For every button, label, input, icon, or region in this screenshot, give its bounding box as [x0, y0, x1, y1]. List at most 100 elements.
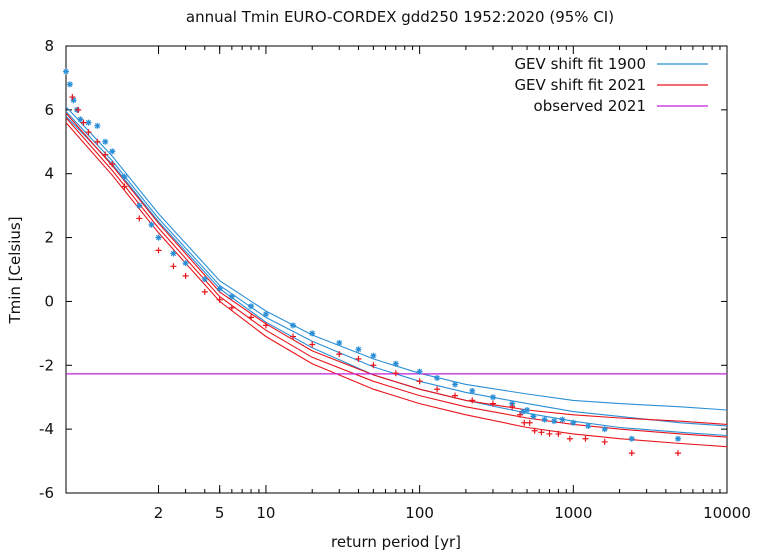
point-2021: [248, 314, 255, 321]
point-2021: [675, 450, 682, 457]
point-1900: [355, 346, 362, 353]
x-tick-label: 10: [256, 504, 275, 522]
y-tick-label: 8: [44, 37, 54, 55]
point-1900: [66, 81, 73, 88]
point-1900: [509, 400, 516, 407]
point-2021: [201, 288, 208, 295]
point-2021: [521, 419, 528, 426]
point-2021: [509, 403, 516, 410]
point-1900: [85, 119, 92, 126]
point-2021: [80, 119, 87, 126]
point-2021: [309, 341, 316, 348]
point-2021: [531, 427, 538, 434]
point-2021: [75, 106, 82, 113]
point-2021: [216, 296, 223, 303]
point-1900: [675, 435, 682, 442]
point-1900: [102, 138, 109, 145]
point-2021: [526, 419, 533, 426]
point-2021: [566, 435, 573, 442]
point-2021: [582, 435, 589, 442]
chart-title: annual Tmin EURO-CORDEX gdd250 1952:2020…: [186, 8, 614, 26]
point-1900: [370, 352, 377, 359]
fit-line: [65, 112, 728, 425]
point-1900: [70, 97, 77, 104]
point-2021: [228, 304, 235, 311]
x-axis-label: return period [yr]: [331, 533, 461, 551]
point-2021: [601, 438, 608, 445]
point-2021: [69, 94, 76, 101]
point-2021: [136, 215, 143, 222]
point-1900: [201, 276, 208, 283]
point-1900: [170, 250, 177, 257]
point-1900: [524, 406, 531, 413]
point-1900: [182, 260, 189, 267]
fit-line: [65, 106, 728, 411]
legend-label: GEV shift fit 2021: [514, 76, 646, 94]
point-1900: [551, 418, 558, 425]
y-tick-label: 4: [44, 165, 54, 183]
point-2021: [469, 397, 476, 404]
point-2021: [109, 161, 116, 168]
point-2021: [102, 151, 109, 158]
point-1900: [228, 293, 235, 300]
x-tick-label: 5: [215, 504, 225, 522]
point-1900: [336, 339, 343, 346]
point-2021: [555, 430, 562, 437]
point-1900: [121, 173, 128, 180]
point-1900: [570, 419, 577, 426]
point-2021: [392, 370, 399, 377]
point-1900: [416, 368, 423, 375]
x-tick-label: 100: [405, 504, 434, 522]
point-1900: [469, 387, 476, 394]
y-tick-label: 6: [44, 101, 54, 119]
plot-frame: [65, 45, 728, 494]
point-1900: [489, 394, 496, 401]
point-1900: [136, 202, 143, 209]
point-1900: [63, 68, 69, 75]
point-1900: [248, 303, 255, 310]
point-1900: [434, 375, 441, 382]
legend-label: GEV shift fit 1900: [514, 55, 646, 73]
point-2021: [85, 129, 92, 136]
point-1900: [155, 234, 162, 241]
legend-label: observed 2021: [534, 97, 646, 115]
point-1900: [94, 122, 101, 129]
point-1900: [628, 435, 635, 442]
point-2021: [336, 351, 343, 358]
point-1900: [541, 416, 548, 423]
fit-line: [65, 122, 728, 448]
y-tick-label: -2: [39, 356, 54, 374]
point-2021: [628, 450, 635, 457]
fit-line: [65, 115, 728, 437]
point-2021: [546, 430, 553, 437]
point-2021: [370, 362, 377, 369]
point-2021: [489, 400, 496, 407]
x-tick-label: 2: [154, 504, 164, 522]
point-1900: [216, 285, 223, 292]
point-2021: [170, 263, 177, 270]
point-1900: [530, 413, 537, 420]
point-1900: [77, 116, 84, 123]
point-1900: [290, 322, 297, 329]
x-tick-label: 1000: [554, 504, 592, 522]
point-1900: [148, 221, 155, 228]
x-tick-label: 10000: [703, 504, 751, 522]
point-2021: [452, 392, 459, 399]
point-1900: [262, 311, 269, 318]
point-1900: [309, 330, 316, 337]
point-1900: [585, 422, 592, 429]
point-2021: [416, 378, 423, 385]
point-1900: [601, 426, 608, 433]
point-1900: [559, 416, 566, 423]
y-tick-label: -6: [39, 484, 54, 502]
y-axis-label: Tmin [Celsius]: [6, 216, 24, 324]
point-2021: [94, 138, 101, 145]
point-1900: [452, 381, 459, 388]
point-1900: [392, 360, 399, 367]
point-2021: [155, 247, 162, 254]
point-2021: [262, 322, 269, 329]
point-2021: [121, 183, 128, 190]
point-2021: [538, 429, 545, 436]
y-tick-label: 0: [44, 292, 54, 310]
